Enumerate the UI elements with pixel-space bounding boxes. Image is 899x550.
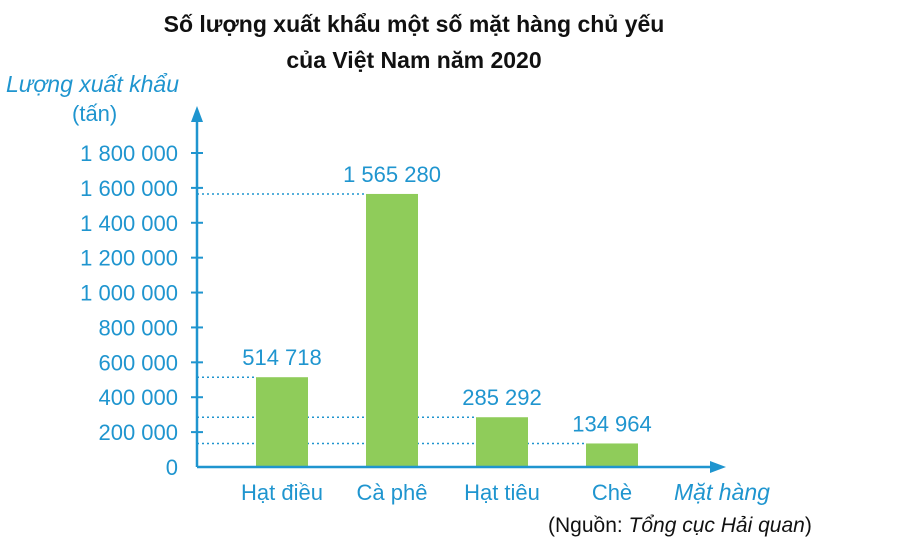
y-axis-unit: (tấn) [72,101,117,126]
y-tick-label: 600 000 [98,350,178,375]
category-label: Cà phê [357,480,428,505]
chart-title-line-2: của Việt Nam năm 2020 [286,47,541,73]
x-axis-label: Mặt hàng [674,479,770,505]
y-tick-label: 1 200 000 [80,246,178,271]
y-tick-label: 1 000 000 [80,281,178,306]
x-axis-arrow [710,461,726,473]
source-suffix: ) [805,514,812,537]
category-label: Chè [592,480,632,505]
source-note: (Nguồn: Tổng cục Hải quan) [548,514,812,537]
y-axis-label: Lượng xuất khẩu [6,71,179,97]
bars [256,193,638,467]
category-label: Hạt tiêu [464,480,540,505]
guide-lines [197,193,586,445]
x-categories: Hạt điều Cà phê Hạt tiêu Chè [241,480,632,505]
y-tick-label: 0 [166,455,178,480]
y-tick-label: 800 000 [98,315,178,340]
y-tick-label: 200 000 [98,420,178,445]
data-label: 1 565 280 [343,162,441,187]
data-label: 134 964 [572,411,652,436]
source-prefix: (Nguồn: [548,514,629,537]
y-tick-label: 400 000 [98,385,178,410]
source-name: Tổng cục Hải quan [629,514,805,537]
data-labels: 514 718 1 565 280 285 292 134 964 [242,162,652,437]
chart-title-line-1: Số lượng xuất khẩu một số mặt hàng chủ y… [164,11,665,37]
bar [476,417,528,467]
bar [366,193,418,467]
data-label: 285 292 [462,385,542,410]
bar [256,377,308,467]
y-tick-label: 1 400 000 [80,211,178,236]
data-label: 514 718 [242,345,322,370]
y-tick-label: 1 600 000 [80,176,178,201]
bar [586,443,638,467]
y-axis-arrow [191,106,203,122]
y-tick-label: 1 800 000 [80,141,178,166]
y-ticks: 0 200 000 400 000 600 000 800 000 1 000 000 1 … [80,141,203,480]
category-label: Hạt điều [241,480,323,505]
